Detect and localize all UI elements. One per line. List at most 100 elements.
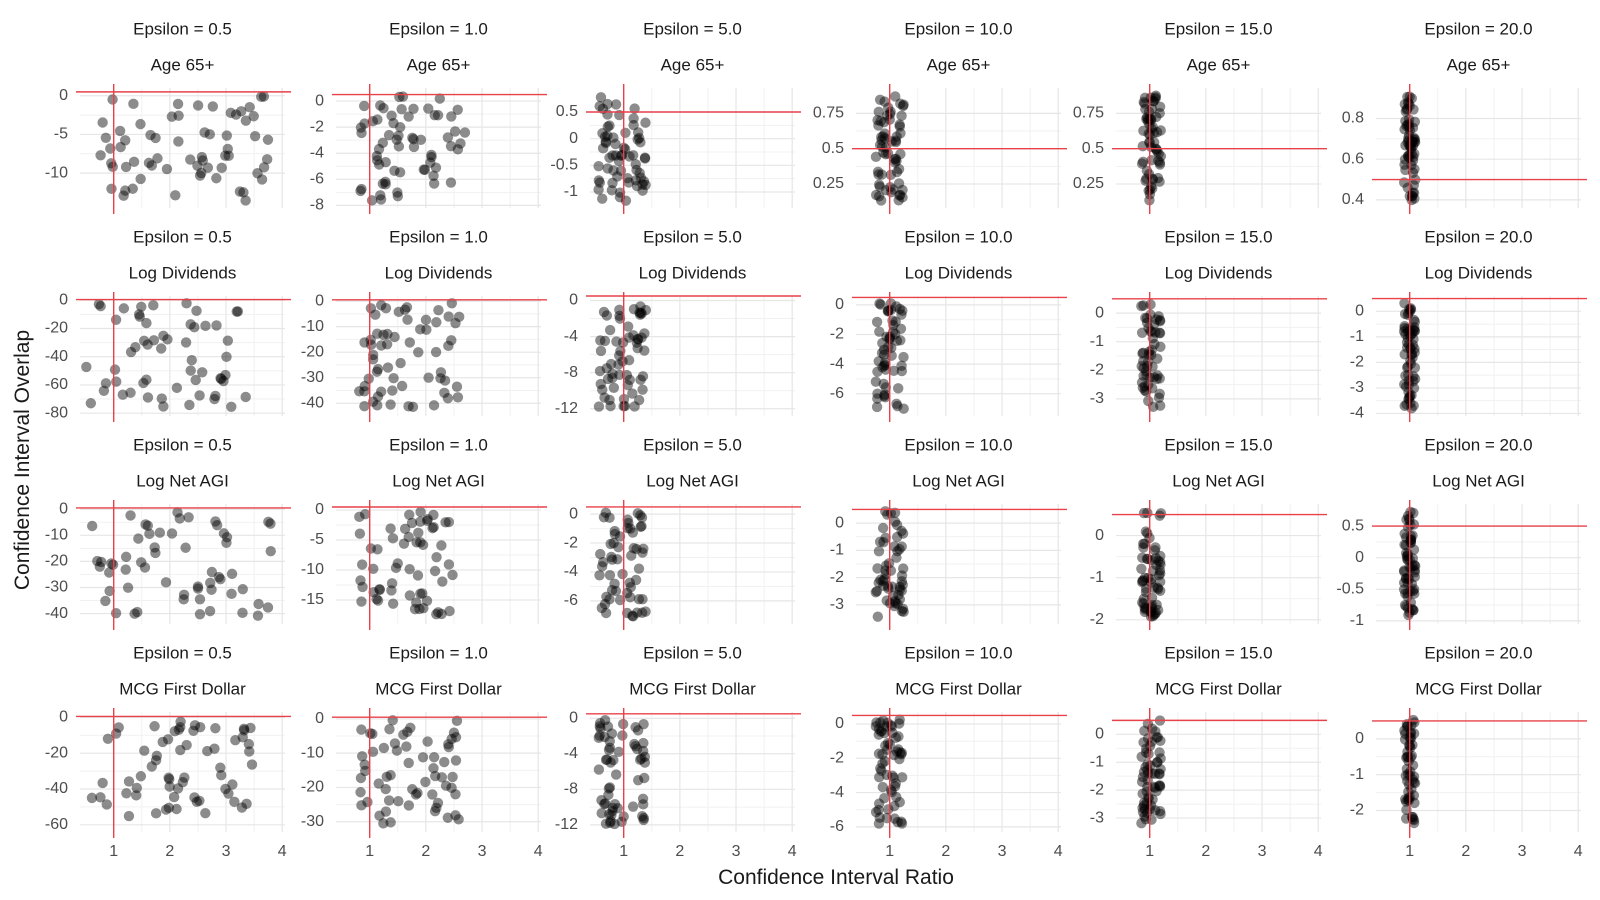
- data-point: [877, 337, 888, 349]
- data-point: [632, 775, 644, 786]
- data-point: [173, 724, 185, 735]
- data-point: [623, 355, 635, 366]
- panel-3-2: Epsilon = 1.0 Log Net AGI 0 -5 -10 -15: [301, 435, 547, 630]
- x-tick-label: 1: [885, 843, 894, 860]
- data-point: [614, 313, 626, 324]
- data-point: [125, 387, 136, 398]
- data-point: [102, 733, 114, 745]
- data-point: [163, 802, 175, 813]
- data-point: [211, 519, 223, 531]
- data-point: [606, 185, 618, 196]
- data-point: [1408, 605, 1419, 616]
- data-point: [635, 301, 646, 312]
- data-point: [1145, 181, 1157, 192]
- data-point: [1146, 606, 1157, 618]
- data-point: [413, 527, 424, 538]
- data-point: [1403, 392, 1415, 404]
- y-tick-label: 0: [59, 500, 68, 517]
- data-point: [356, 127, 367, 139]
- data-point: [408, 133, 419, 145]
- data-point: [1408, 584, 1420, 595]
- strip-epsilon: Epsilon = 20.0: [1424, 643, 1532, 662]
- data-point: [599, 335, 611, 347]
- data-point: [619, 143, 631, 155]
- strip-epsilon: Epsilon = 10.0: [904, 435, 1012, 454]
- data-point: [593, 401, 605, 412]
- data-point: [1154, 747, 1165, 758]
- data-point: [891, 552, 902, 563]
- data-point: [594, 570, 605, 581]
- data-point: [1408, 771, 1420, 782]
- data-point: [446, 111, 457, 122]
- data-point: [893, 163, 905, 175]
- data-point: [392, 191, 404, 202]
- data-point: [354, 528, 366, 539]
- data-point: [431, 609, 442, 620]
- data-point: [1405, 142, 1417, 154]
- data-point: [880, 382, 891, 393]
- x-tick-label: 1: [365, 843, 374, 860]
- data-point: [1409, 163, 1420, 175]
- data-point: [1403, 609, 1414, 621]
- data-point: [1400, 106, 1412, 117]
- data-point: [1146, 183, 1158, 194]
- data-point: [634, 307, 645, 318]
- data-point: [1405, 732, 1417, 743]
- data-point: [1138, 356, 1149, 367]
- data-point: [1409, 193, 1420, 204]
- data-point: [136, 301, 147, 312]
- data-point: [874, 772, 885, 783]
- data-point: [244, 101, 255, 113]
- data-point: [601, 591, 612, 602]
- data-point: [604, 324, 616, 336]
- data-point: [133, 309, 145, 320]
- data-point: [372, 595, 384, 606]
- data-point: [423, 103, 434, 114]
- x-tick-label: 3: [222, 843, 231, 860]
- data-point: [1154, 565, 1166, 576]
- data-point: [265, 518, 276, 529]
- data-point: [94, 561, 106, 572]
- data-point: [1151, 127, 1163, 138]
- data-point: [239, 725, 250, 736]
- x-tick-label: 4: [534, 843, 543, 860]
- data-point: [607, 372, 618, 384]
- data-point: [368, 563, 379, 575]
- data-point: [594, 721, 606, 732]
- data-point: [878, 344, 890, 355]
- data-point: [887, 326, 899, 338]
- data-point: [1407, 167, 1419, 178]
- data-point: [1405, 358, 1417, 369]
- data-point: [1408, 375, 1419, 387]
- data-point: [1155, 808, 1166, 820]
- data-point: [1137, 577, 1148, 588]
- data-point: [1143, 185, 1154, 196]
- data-point: [889, 596, 901, 607]
- data-point: [606, 728, 618, 739]
- data-point: [1408, 314, 1420, 326]
- data-point: [613, 541, 624, 553]
- data-point: [875, 726, 886, 737]
- data-point: [1406, 578, 1418, 590]
- data-point: [622, 379, 634, 391]
- data-point: [599, 131, 611, 143]
- data-point: [93, 298, 105, 310]
- data-point: [873, 179, 885, 190]
- data-point: [356, 559, 368, 570]
- data-point: [609, 525, 620, 537]
- data-point: [1409, 717, 1420, 728]
- data-point: [603, 783, 615, 794]
- data-point: [382, 362, 394, 373]
- data-point: [596, 808, 607, 819]
- data-point: [171, 803, 182, 815]
- y-tick-label: -40: [45, 605, 68, 622]
- strip-variable: Age 65+: [661, 55, 725, 74]
- x-axis-title: Confidence Interval Ratio: [718, 866, 954, 889]
- data-point: [426, 151, 437, 163]
- data-point: [1152, 353, 1163, 364]
- data-point: [1150, 805, 1161, 816]
- data-point: [895, 98, 906, 109]
- strip-epsilon: Epsilon = 0.5: [133, 435, 232, 454]
- data-point: [896, 816, 907, 827]
- data-point: [614, 304, 625, 316]
